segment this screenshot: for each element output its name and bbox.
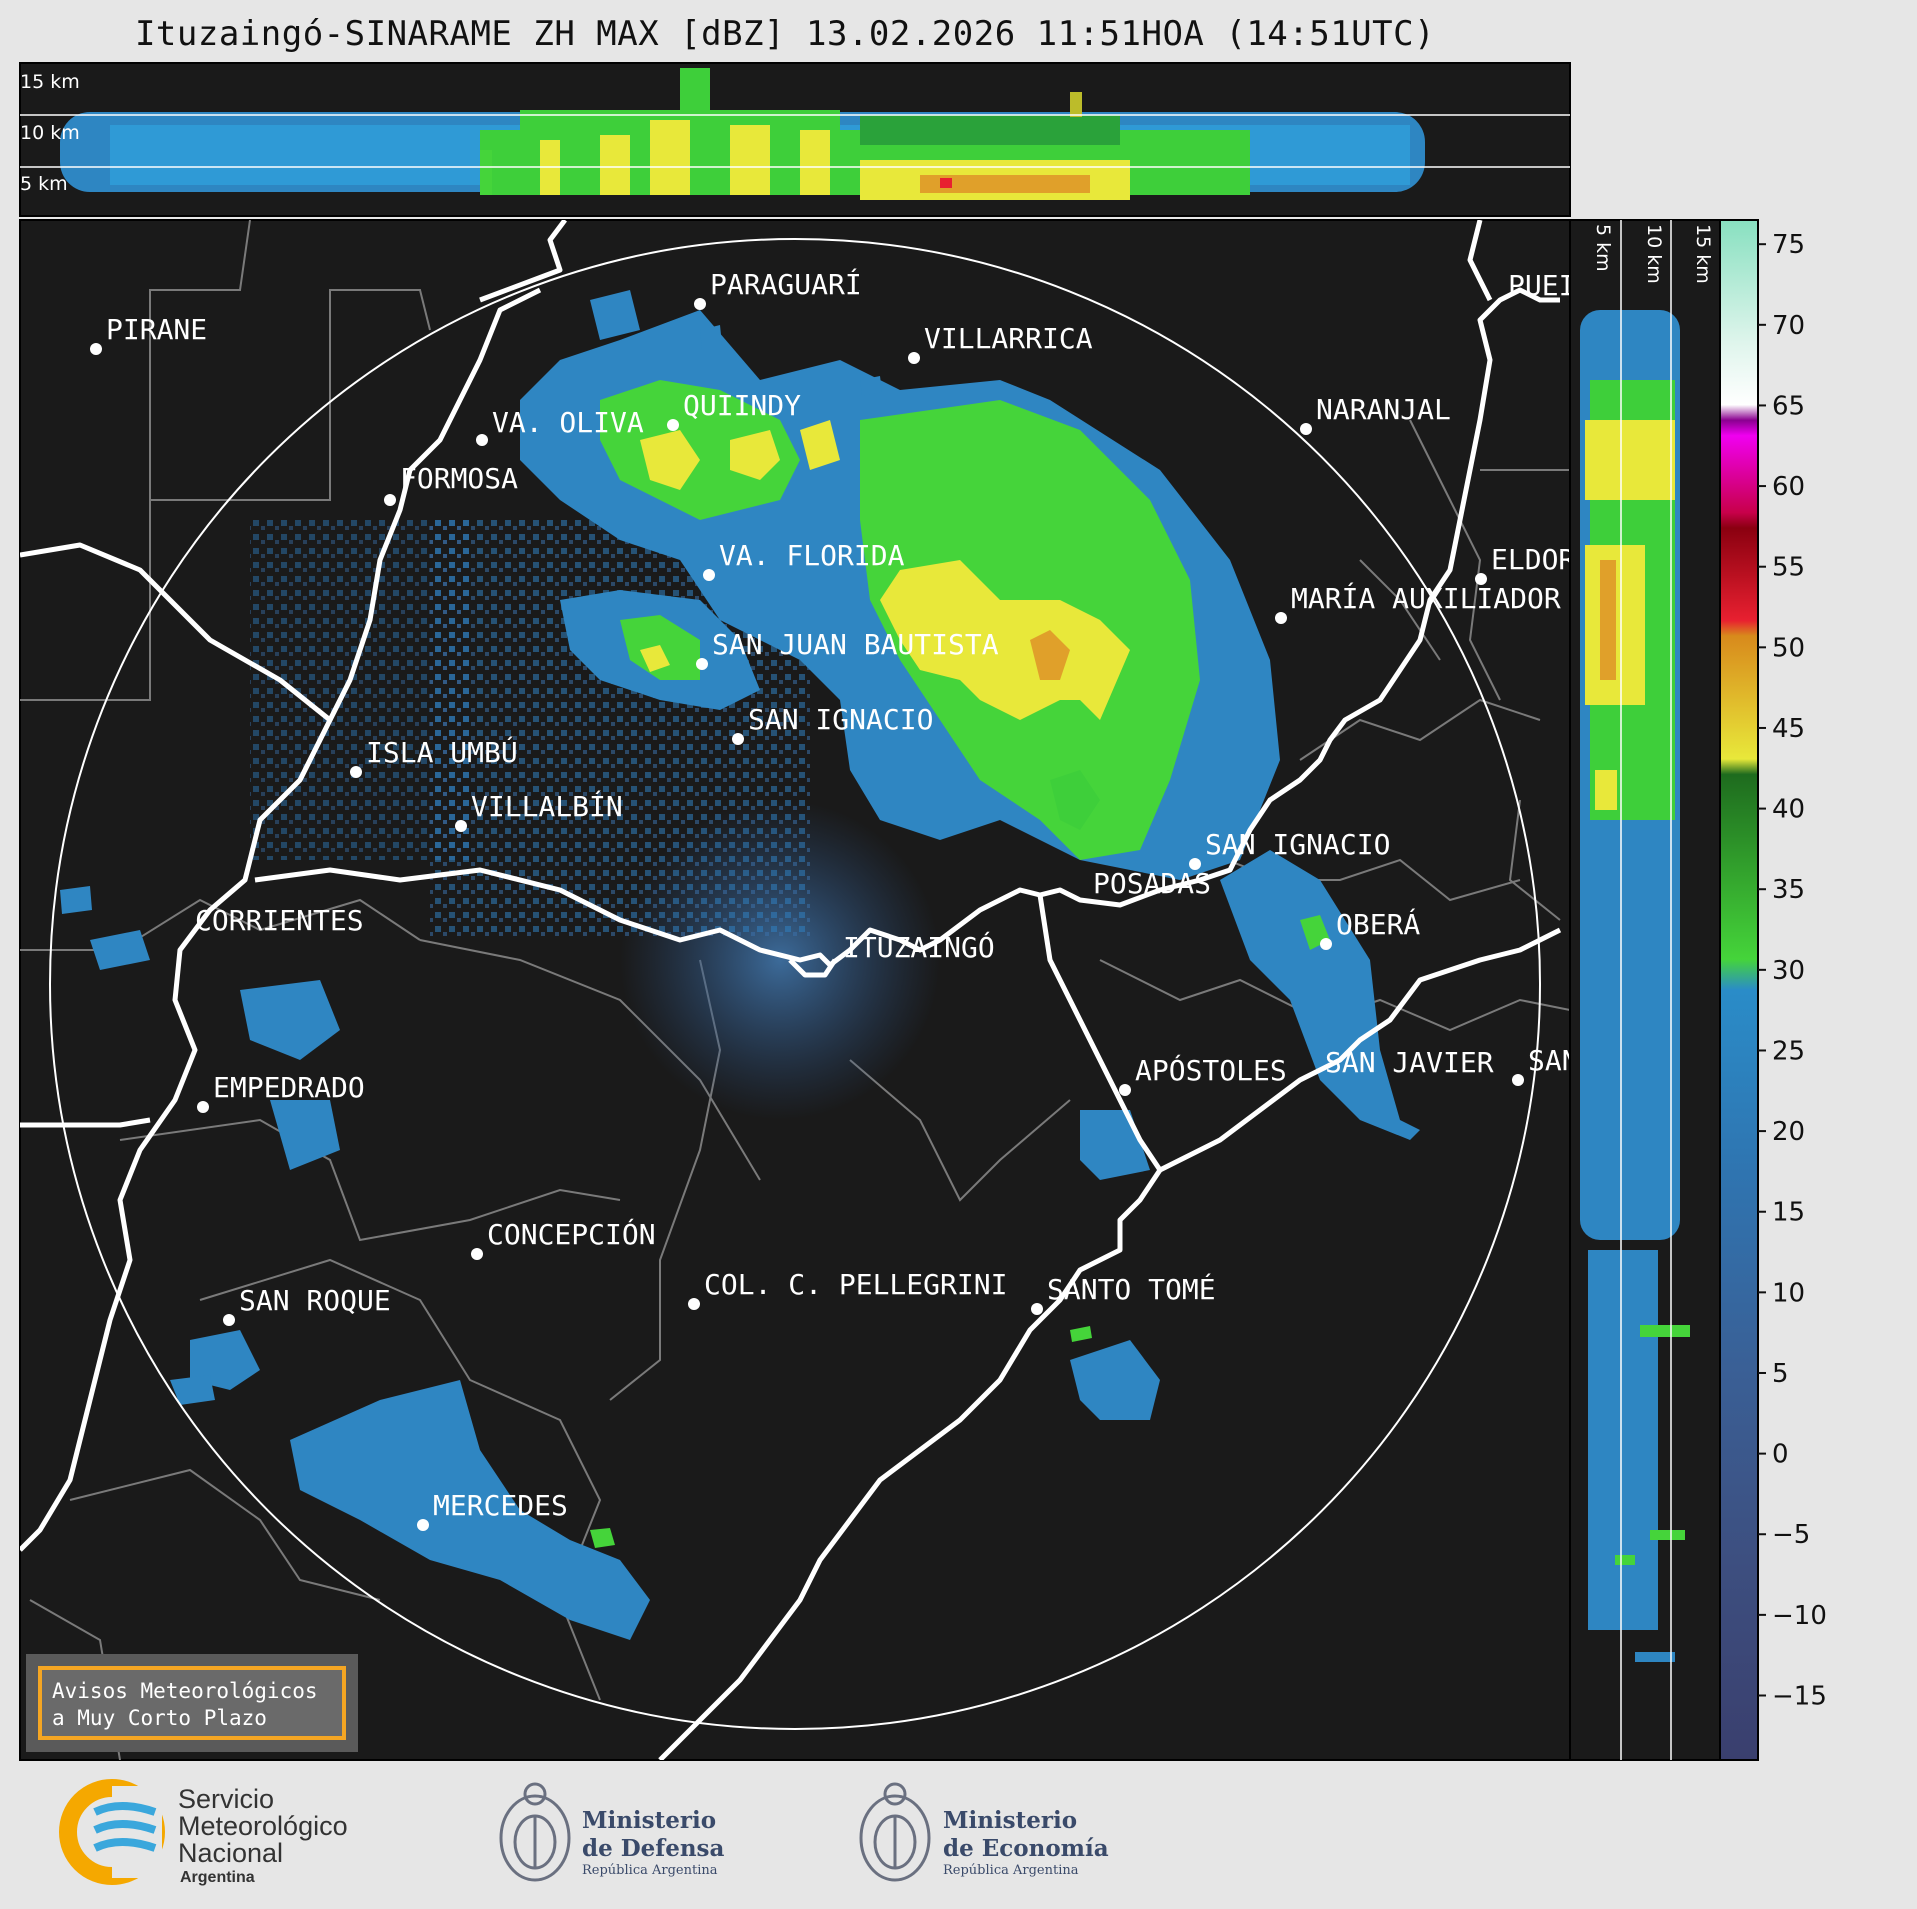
colorbar-tick-label: −15 <box>1772 1681 1827 1711</box>
place-san-ignacio-ar: SAN IGNACIO <box>1205 828 1390 861</box>
side-height-label-5: 5 km <box>1592 224 1614 272</box>
side-profile-panel: 5 km 10 km 15 km <box>1569 219 1721 1761</box>
place-apostoles: APÓSTOLES <box>1135 1053 1287 1087</box>
place-empedrado: EMPEDRADO <box>213 1071 365 1104</box>
colorbar-tick-label: −10 <box>1772 1601 1827 1631</box>
warning-box-line2: a Muy Corto Plazo <box>52 1706 267 1730</box>
colorbar-tick-label: 45 <box>1772 714 1805 744</box>
radar-map: PARAGUARÍ VILLARRICA PIRANE NARANJAL VA.… <box>19 219 1579 1761</box>
warning-box-line1: Avisos Meteorológicos <box>52 1679 318 1703</box>
smn-line3: Nacional <box>178 1838 283 1868</box>
top-height-label-15: 15 km <box>20 71 80 93</box>
colorbar-tick-label: 75 <box>1772 230 1805 260</box>
defensa-logo: Ministerio de Defensa República Argentin… <box>499 1782 724 1882</box>
economia-line3: República Argentina <box>943 1863 1079 1878</box>
top-profile-panel: 15 km 10 km 5 km <box>19 62 1571 217</box>
place-mercedes: MERCEDES <box>433 1489 568 1522</box>
colorbar-tick-label: 70 <box>1772 311 1805 341</box>
colorbar-tick-label: 35 <box>1772 875 1805 905</box>
colorbar-tick-label: 50 <box>1772 633 1805 663</box>
colorbar-tick-label: 55 <box>1772 553 1805 583</box>
defensa-shield-icon <box>499 1794 571 1882</box>
colorbar-tick-label: 20 <box>1772 1117 1805 1147</box>
defensa-line1: Ministerio <box>582 1807 716 1834</box>
side-height-label-10: 10 km <box>1643 224 1665 284</box>
place-san-javier: SAN JAVIER <box>1325 1046 1494 1079</box>
place-santo-tome: SANTO TOMÉ <box>1047 1272 1216 1306</box>
place-maria-auxiliador: MARÍA AUXILIADOR <box>1291 581 1561 615</box>
place-san-ignacio-py: SAN IGNACIO <box>748 703 933 736</box>
smn-line1: Servicio <box>178 1784 274 1814</box>
defensa-line2: de Defensa <box>582 1835 724 1862</box>
defensa-line3: República Argentina <box>582 1863 718 1878</box>
place-naranjal: NARANJAL <box>1316 393 1451 426</box>
place-san-roque: SAN ROQUE <box>239 1284 391 1317</box>
side-height-label-15: 15 km <box>1692 224 1714 284</box>
colorbar-tick-label: 15 <box>1772 1198 1805 1228</box>
economia-shield-icon <box>859 1794 931 1882</box>
place-paraguari: PARAGUARÍ <box>710 267 862 301</box>
international-borders <box>20 220 1562 1760</box>
place-obera: OBERÁ <box>1336 907 1420 941</box>
admin-boundaries <box>20 220 1570 1760</box>
economia-logo: Ministerio de Economía República Argenti… <box>859 1782 1109 1882</box>
economia-line1: Ministerio <box>943 1807 1077 1834</box>
place-quiindy: QUIINDY <box>683 389 801 422</box>
colorbar-tick-label: 5 <box>1772 1359 1789 1389</box>
top-height-label-10: 10 km <box>20 122 80 144</box>
smn-line4: Argentina <box>180 1869 255 1886</box>
colorbar-tick-label: 60 <box>1772 472 1805 502</box>
place-villalbin: VILLALBÍN <box>471 789 623 823</box>
place-col-c-pellegrini: COL. C. PELLEGRINI <box>704 1268 1007 1301</box>
colorbar-tick-label: 0 <box>1772 1440 1789 1470</box>
economia-line2: de Economía <box>943 1835 1109 1862</box>
page-title: Ituzaingó-SINARAME ZH MAX [dBZ] 13.02.20… <box>134 14 1436 54</box>
place-va-oliva: VA. OLIVA <box>492 406 644 439</box>
colorbar-tick-label: 25 <box>1772 1036 1805 1066</box>
place-formosa: FORMOSA <box>400 462 518 495</box>
top-height-label-5: 5 km <box>20 173 68 195</box>
smn-line2: Meteorológico <box>178 1811 348 1841</box>
warning-box: Avisos Meteorológicos a Muy Corto Plazo <box>26 1654 358 1752</box>
range-ring <box>49 238 1541 1730</box>
colorbar-tick-label: 40 <box>1772 795 1805 825</box>
place-isla-umbu: ISLA UMBÚ <box>366 735 518 769</box>
radar-site-label: ITUZAINGÓ <box>843 930 995 964</box>
place-posadas: POSADAS <box>1093 867 1211 900</box>
place-corrientes: CORRIENTES <box>195 904 364 937</box>
place-eldor: ELDOR <box>1491 543 1575 576</box>
place-san-juan-bautista: SAN JUAN BAUTISTA <box>712 628 999 661</box>
place-concepcion: CONCEPCIÓN <box>487 1217 656 1251</box>
smn-logo: Servicio Meteorológico Nacional Argentin… <box>59 1779 348 1886</box>
colorbar-tick-label: 10 <box>1772 1278 1805 1308</box>
place-puei: PUEI <box>1508 269 1575 302</box>
place-villarrica: VILLARRICA <box>924 322 1093 355</box>
precipitation-echoes <box>60 290 1420 1640</box>
colorbar-tick-label: 65 <box>1772 391 1805 421</box>
place-va-florida: VA. FLORIDA <box>719 539 905 572</box>
place-labels: PARAGUARÍ VILLARRICA PIRANE NARANJAL VA.… <box>90 267 1579 1531</box>
colorbar-tick-label: 30 <box>1772 956 1805 986</box>
place-pirane: PIRANE <box>106 313 207 346</box>
colorbar-tick-label: −5 <box>1772 1520 1810 1550</box>
